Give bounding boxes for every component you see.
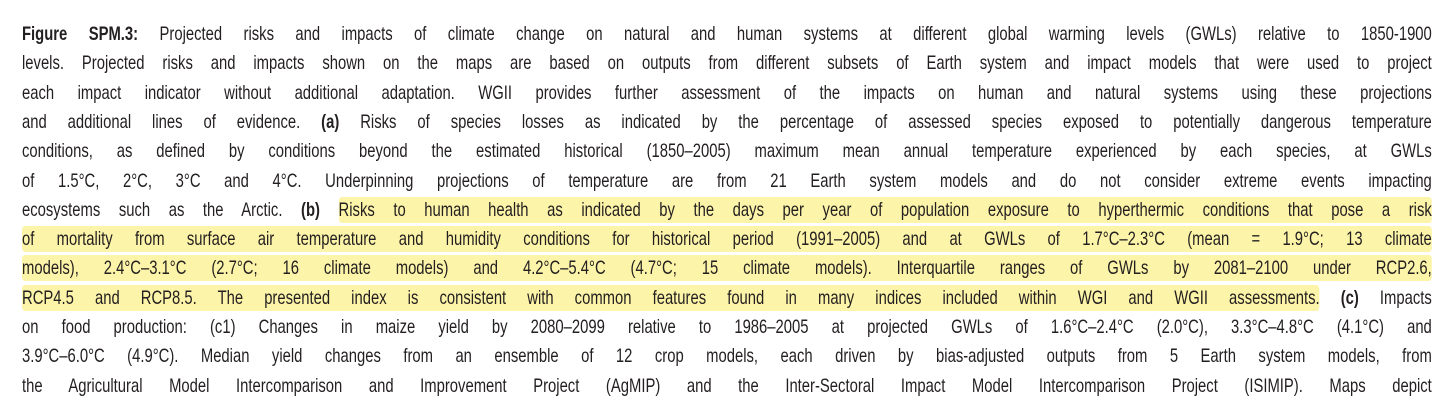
caption-line: RCP4.5 and RCP8.5. The presented index i… <box>22 284 1432 313</box>
highlighted-text: RCP4.5 and RCP8.5. The presented index i… <box>22 284 1320 311</box>
caption-line: on food production: (c1) Changes in maiz… <box>22 313 1432 342</box>
caption-line: Figure SPM.3: Projected risks and impact… <box>22 20 1432 49</box>
highlighted-text: of mortality from surface air temperatur… <box>22 226 1432 253</box>
highlighted-text: Risks to human health as indicated by th… <box>338 196 1432 223</box>
caption-line: ecosystems such as the Arctic. (b) Risks… <box>22 196 1432 225</box>
caption-text: Impacts <box>1358 286 1432 309</box>
bold-label: (c) <box>1319 286 1359 309</box>
caption-line: of mortality from surface air temperatur… <box>22 225 1432 254</box>
caption-text: ecosystems such as the Arctic. <box>22 198 302 221</box>
bold-label: (a) <box>321 110 340 133</box>
caption-line: and additional lines of evidence. (a) Ri… <box>22 108 1432 137</box>
caption-line: each impact indicator without additional… <box>22 79 1432 108</box>
caption-text: levels. Projected risks and impacts show… <box>22 52 1432 75</box>
caption-text: conditions, as defined by conditions bey… <box>22 140 1432 163</box>
caption-line: conditions, as defined by conditions bey… <box>22 137 1432 166</box>
bold-label: Figure SPM.3: <box>22 23 139 45</box>
caption-text: Projected risks and impacts of climate c… <box>138 23 1432 45</box>
caption-text: on food production: (c1) Changes in maiz… <box>22 316 1432 338</box>
caption-line: of 1.5°C, 2°C, 3°C and 4°C. Underpinning… <box>22 167 1432 196</box>
bold-label: (b) <box>301 198 339 221</box>
caption-text: 3.9°C–6.0°C (4.9°C). Median yield change… <box>22 345 1432 368</box>
caption-text: of 1.5°C, 2°C, 3°C and 4°C. Underpinning… <box>22 169 1432 192</box>
caption-text: and additional lines of evidence. <box>22 110 322 133</box>
caption-line: models), 2.4°C–3.1°C (2.7°C; 16 climate … <box>22 254 1432 283</box>
caption-text: the Agricultural Model Intercomparison a… <box>22 374 1432 397</box>
highlighted-text: models), 2.4°C–3.1°C (2.7°C; 16 climate … <box>22 255 1432 282</box>
caption-line: 3.9°C–6.0°C (4.9°C). Median yield change… <box>22 342 1432 371</box>
caption-line: the Agricultural Model Intercomparison a… <box>22 372 1432 401</box>
caption-line: levels. Projected risks and impacts show… <box>22 49 1432 78</box>
caption-text: each impact indicator without additional… <box>22 81 1432 104</box>
caption-text: Risks of species losses as indicated by … <box>339 110 1432 133</box>
